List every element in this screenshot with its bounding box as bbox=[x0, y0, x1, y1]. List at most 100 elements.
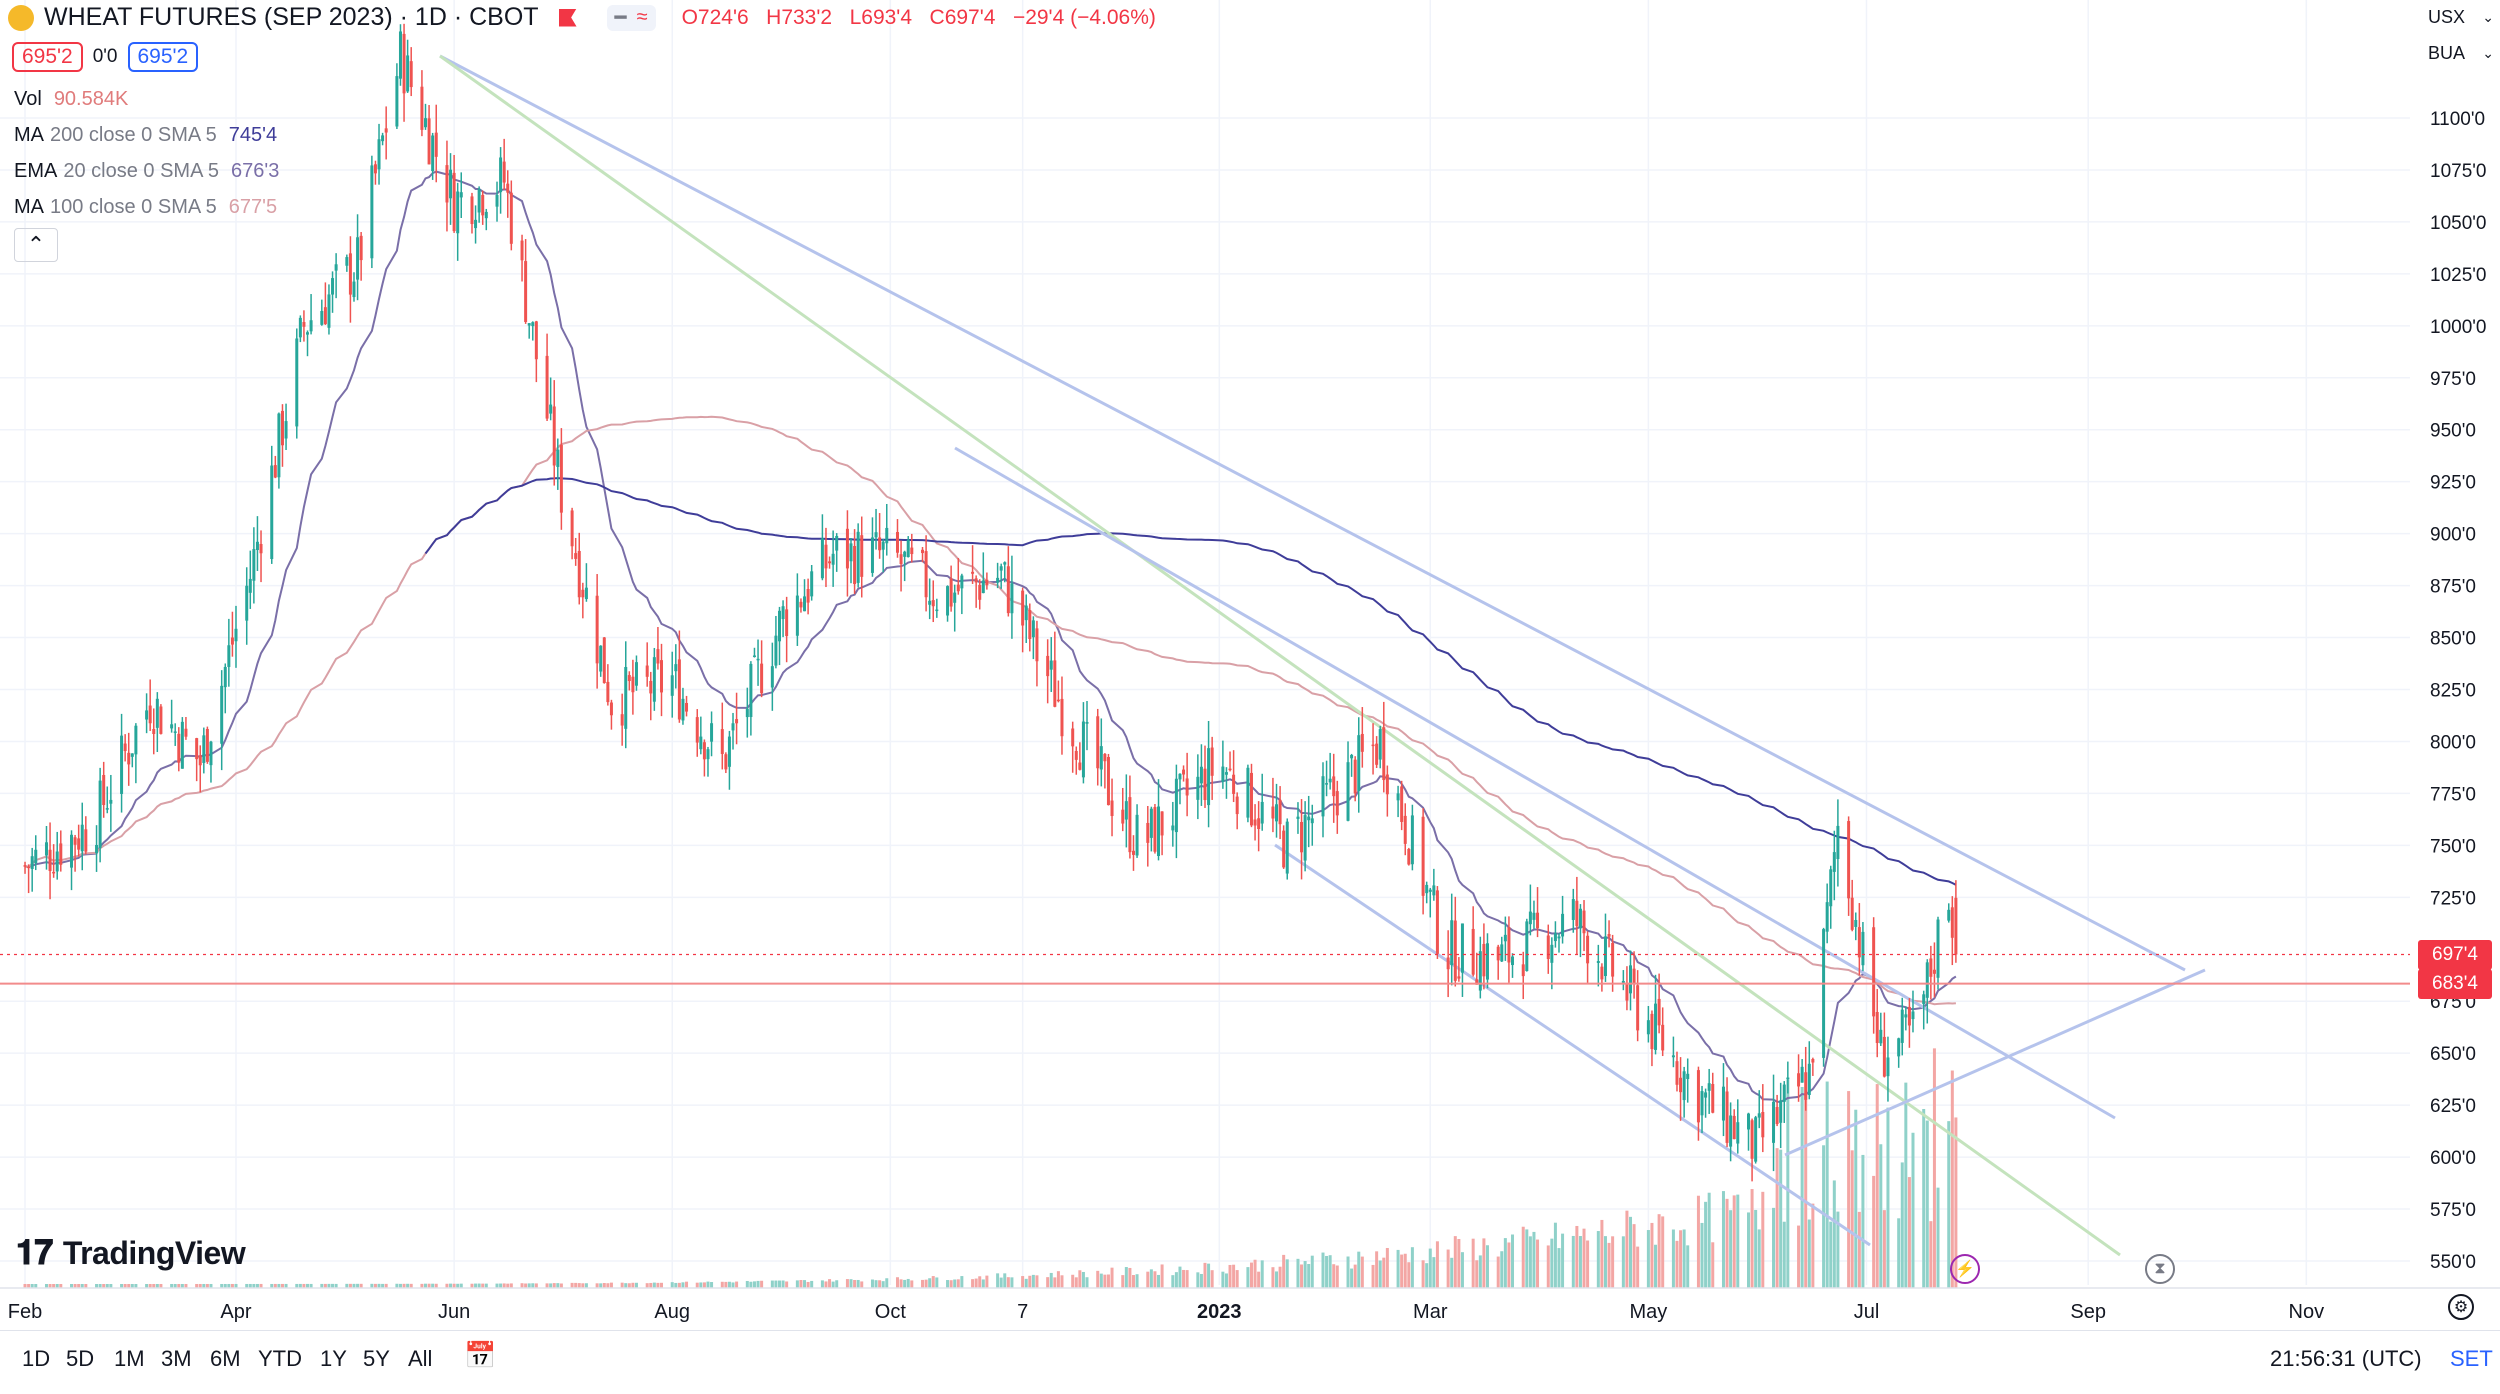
volume-bar bbox=[320, 1283, 324, 1288]
volume-bar bbox=[1750, 1189, 1754, 1288]
volume-bar bbox=[1425, 1263, 1429, 1288]
volume-bar bbox=[674, 1282, 678, 1288]
range-button-1y[interactable]: 1Y bbox=[320, 1346, 347, 1371]
candle-body bbox=[1954, 897, 1958, 955]
indicator-volume[interactable]: Vol 90.584K bbox=[14, 88, 129, 110]
candle-body bbox=[1657, 998, 1661, 1026]
clock[interactable]: 21:56:31 (UTC) bbox=[2270, 1346, 2422, 1371]
volume-bar bbox=[1661, 1216, 1665, 1288]
session-settings-button[interactable]: SET bbox=[2450, 1346, 2493, 1371]
candle-body bbox=[1021, 590, 1025, 626]
volume-bar bbox=[456, 1283, 460, 1288]
range-button-6m[interactable]: 6M bbox=[210, 1346, 241, 1371]
candle-body bbox=[677, 659, 681, 720]
volume-bar bbox=[1235, 1270, 1239, 1288]
calendar-icon[interactable]: 📅 bbox=[464, 1340, 497, 1370]
candle-body bbox=[996, 577, 1000, 583]
candle-body bbox=[1099, 746, 1103, 770]
volume-bar bbox=[549, 1283, 553, 1288]
candle-body bbox=[427, 118, 431, 165]
candle-body bbox=[1857, 927, 1861, 958]
indicator-ma100[interactable]: MA 100 close 0 SMA 5 677'5 bbox=[14, 196, 278, 218]
candle-body bbox=[1632, 968, 1636, 985]
volume-bar bbox=[377, 1283, 381, 1288]
volume-bar bbox=[599, 1283, 603, 1288]
flag-icon[interactable] bbox=[558, 8, 577, 27]
volume-bar bbox=[298, 1283, 302, 1288]
volume-bar bbox=[1536, 1239, 1540, 1288]
candle-body bbox=[799, 601, 803, 608]
candle-body bbox=[395, 76, 399, 127]
indicator-ema20[interactable]: EMA 20 close 0 SMA 5 676'3 bbox=[14, 160, 280, 182]
volume-bar bbox=[1199, 1273, 1203, 1288]
volume-bar bbox=[659, 1282, 663, 1288]
candle-body bbox=[835, 535, 839, 551]
volume-bar bbox=[1847, 1091, 1851, 1288]
compare-pill[interactable]: ━ ≈ bbox=[606, 4, 656, 31]
volume-bar bbox=[1271, 1267, 1275, 1288]
symbol-header: WHEAT FUTURES (SEP 2023) · 1D · CBOT ━ ≈… bbox=[8, 3, 1156, 32]
candle-body bbox=[1321, 776, 1325, 817]
candle-body bbox=[1074, 750, 1078, 760]
volume-bar bbox=[1296, 1258, 1300, 1288]
volume-bar bbox=[1729, 1210, 1733, 1288]
volume-bar bbox=[1507, 1242, 1511, 1288]
volume-bar bbox=[134, 1283, 138, 1288]
volume-bar bbox=[956, 1279, 960, 1288]
candle-body bbox=[248, 578, 252, 593]
volume-bar bbox=[1575, 1225, 1579, 1288]
symbol-title[interactable]: WHEAT FUTURES (SEP 2023) · 1D · CBOT bbox=[44, 3, 539, 31]
currency-select[interactable]: USX ⌄ bbox=[2428, 6, 2494, 27]
volume-bar bbox=[499, 1283, 503, 1288]
price-tick-label: 600'0 bbox=[2430, 1148, 2476, 1169]
candle-body bbox=[1886, 1057, 1890, 1077]
range-button-3m[interactable]: 3M bbox=[161, 1346, 192, 1371]
hourglass-icon[interactable]: ⧗ bbox=[2145, 1254, 2175, 1284]
indicator-ma200[interactable]: MA 200 close 0 SMA 5 745'4 bbox=[14, 124, 278, 146]
volume-bar bbox=[1822, 1145, 1826, 1288]
volume-bar bbox=[677, 1282, 681, 1288]
tradingview-logo[interactable]: 𝟏𝟕 TradingView bbox=[16, 1234, 246, 1272]
bid-box[interactable]: 695'2 bbox=[12, 42, 83, 72]
ask-box[interactable]: 695'2 bbox=[127, 42, 199, 72]
range-button-1d[interactable]: 1D bbox=[22, 1346, 51, 1371]
unit-select[interactable]: BUA ⌄ bbox=[2428, 42, 2494, 63]
volume-bar bbox=[1221, 1271, 1225, 1288]
volume-bar bbox=[1832, 1180, 1836, 1288]
settings-gear-icon[interactable]: ⚙ bbox=[2448, 1294, 2474, 1320]
range-button-all[interactable]: All bbox=[408, 1346, 433, 1371]
candle-body bbox=[1911, 1011, 1915, 1020]
range-button-5y[interactable]: 5Y bbox=[363, 1346, 390, 1371]
candle-body bbox=[1053, 660, 1057, 707]
candle-body bbox=[856, 531, 860, 583]
volume-bar bbox=[1421, 1260, 1425, 1288]
price-tick-label: 550'0 bbox=[2430, 1252, 2476, 1273]
candle-body bbox=[570, 510, 574, 547]
candle-body bbox=[885, 527, 889, 544]
candle-body bbox=[445, 165, 449, 203]
volume-bar bbox=[1882, 1210, 1886, 1288]
candle-body bbox=[1171, 825, 1175, 831]
candle-body bbox=[477, 188, 481, 213]
volume-bar bbox=[1532, 1231, 1536, 1288]
candle-body bbox=[1779, 1100, 1783, 1123]
collapse-indicators-button[interactable]: ⌃ bbox=[14, 228, 58, 262]
candle-body bbox=[910, 547, 914, 555]
candle-body bbox=[406, 55, 410, 92]
candle-body bbox=[1804, 1072, 1808, 1100]
lightning-icon[interactable]: ⚡ bbox=[1950, 1254, 1980, 1284]
price-tick-label: 1000'0 bbox=[2430, 317, 2486, 338]
range-button-ytd[interactable]: YTD bbox=[258, 1346, 302, 1371]
candle-body bbox=[853, 545, 857, 585]
volume-bar bbox=[398, 1283, 402, 1288]
volume-bar bbox=[1478, 1255, 1482, 1288]
candle-body bbox=[1847, 821, 1851, 899]
candle-body bbox=[599, 645, 603, 672]
range-button-5d[interactable]: 5D bbox=[66, 1346, 95, 1371]
volume-bar bbox=[1081, 1271, 1085, 1288]
volume-bar bbox=[205, 1283, 209, 1288]
volume-bar bbox=[1035, 1275, 1039, 1288]
candle-body bbox=[1300, 821, 1304, 853]
range-button-1m[interactable]: 1M bbox=[114, 1346, 145, 1371]
